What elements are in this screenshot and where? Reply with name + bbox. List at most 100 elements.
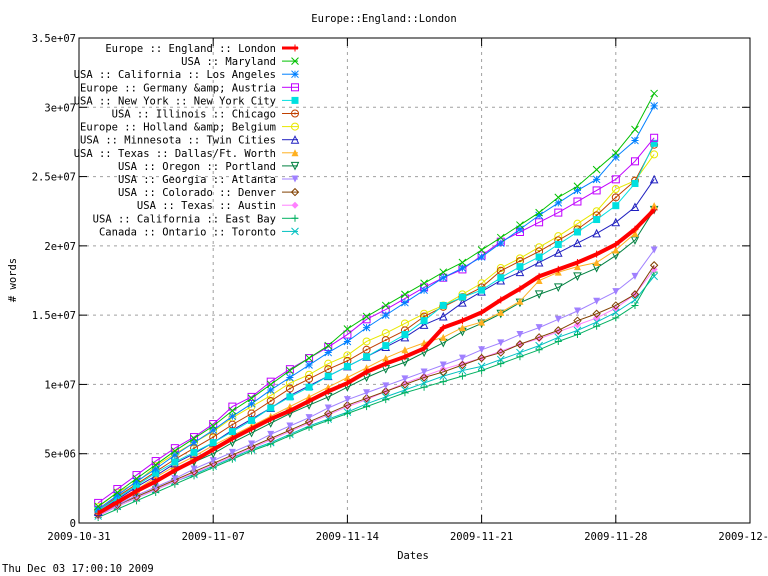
- chart-title: Europe::England::London: [311, 13, 456, 25]
- data-point-circle-dot-dot: [403, 329, 406, 332]
- data-point-triangle-down-filled: [286, 422, 294, 430]
- data-point-star: [439, 273, 448, 282]
- legend-label: USA :: Colorado :: Denver: [118, 187, 276, 199]
- data-point-triangle-down-filled: [593, 297, 601, 305]
- data-point-square-filled: [439, 301, 447, 309]
- data-point-diamond-open: [477, 353, 486, 363]
- legend-marker-dot: [294, 112, 296, 115]
- data-point-cross: [247, 394, 256, 403]
- data-point-circle-dot: [611, 193, 620, 202]
- data-point-plus: [554, 337, 562, 345]
- data-point-diamond-open: [132, 492, 141, 501]
- data-point-circle-open: [362, 337, 371, 346]
- data-point-square-filled: [228, 428, 236, 436]
- series-4: [94, 139, 658, 515]
- data-point-cross: [535, 341, 543, 350]
- data-point-diamond-open: [285, 425, 295, 435]
- data-point-triangle-down-open: [534, 290, 544, 299]
- data-point-diamond-open: [630, 290, 640, 299]
- data-point-triangle-down-filled: [439, 361, 447, 369]
- data-point-square-open: [630, 157, 639, 166]
- data-point-diamond-open: [362, 394, 371, 403]
- data-point-cross: [266, 380, 275, 389]
- data-point-plus: [382, 360, 390, 368]
- data-point-star: [650, 102, 658, 110]
- data-point-diamond-open: [611, 301, 621, 310]
- data-point-square-filled: [171, 458, 179, 466]
- data-point-plus: [573, 258, 581, 266]
- data-point-cross: [305, 354, 313, 362]
- data-point-cross: [496, 233, 505, 242]
- legend-marker: [290, 161, 300, 171]
- data-point-cross: [573, 182, 582, 191]
- data-point-cross: [420, 379, 428, 387]
- data-point-cross: [381, 301, 390, 310]
- data-point-triangle-down-filled: [382, 382, 390, 390]
- data-point-triangle-filled: [650, 202, 658, 210]
- data-point-circle-dot-dot: [212, 436, 215, 439]
- data-point-triangle-filled: [631, 229, 639, 237]
- data-point-plus: [286, 407, 294, 415]
- data-point-star: [286, 373, 294, 382]
- data-point-diamond-open: [419, 373, 429, 382]
- data-point-cross: [113, 488, 122, 497]
- data-point-plus: [478, 308, 486, 316]
- data-point-diamond-open: [400, 380, 410, 389]
- data-point-star: [113, 491, 122, 500]
- data-point-square-filled: [535, 253, 543, 261]
- data-point-cross: [592, 318, 601, 326]
- data-point-square-filled: [286, 393, 294, 401]
- legend-marker: [291, 96, 299, 104]
- data-point-triangle-down-filled: [554, 315, 562, 323]
- series-12: [94, 265, 658, 520]
- data-point-circle-dot-dot: [327, 368, 330, 371]
- data-point-plus: [382, 396, 390, 404]
- data-point-plus: [497, 360, 505, 368]
- data-point-triangle-open: [438, 311, 448, 321]
- data-point-diamond-open: [496, 348, 505, 357]
- legend-marker: [291, 122, 299, 131]
- data-point-cross: [458, 366, 467, 375]
- data-point-plus: [171, 466, 179, 474]
- data-point-cross: [516, 221, 524, 229]
- data-point-plus: [324, 387, 332, 395]
- data-point-triangle-down-filled: [228, 448, 236, 456]
- data-point-plus: [267, 415, 275, 423]
- data-point-triangle-down-open: [553, 283, 563, 293]
- data-point-cross: [401, 290, 409, 299]
- data-point-cross: [190, 434, 198, 443]
- data-point-plus: [363, 368, 371, 376]
- data-point-triangle-filled: [401, 346, 409, 354]
- timestamp: Thu Dec 03 17:00:10 2009: [2, 563, 154, 575]
- data-point-plus: [650, 206, 658, 214]
- data-point-star: [401, 298, 409, 307]
- data-point-star: [516, 225, 524, 234]
- data-point-square-open: [592, 186, 601, 195]
- data-point-circle-dot-dot: [269, 400, 272, 403]
- data-point-square-filled: [497, 274, 505, 282]
- data-point-circle-dot-dot: [614, 196, 617, 199]
- data-point-star: [228, 412, 237, 421]
- data-point-plus: [228, 434, 236, 442]
- data-point-triangle-down-filled: [190, 465, 198, 473]
- data-point-square-filled: [305, 383, 313, 391]
- data-point-triangle-open: [458, 298, 467, 307]
- data-point-circle-dot-dot: [346, 359, 349, 362]
- data-point-diamond-open: [151, 484, 160, 493]
- data-point-cross: [650, 272, 658, 281]
- data-point-triangle-open: [630, 202, 640, 212]
- data-point-plus: [133, 487, 141, 495]
- data-point-diamond-open: [592, 309, 601, 318]
- legend-label: USA :: Oregon :: Portland: [118, 161, 276, 173]
- data-point-star: [362, 323, 371, 332]
- data-point-circle-dot-dot: [557, 239, 560, 242]
- data-point-cross: [171, 447, 179, 455]
- data-point-circle-dot: [305, 374, 314, 383]
- data-point-triangle-down-filled: [324, 404, 332, 412]
- legend-label: Europe :: England :: London: [105, 43, 276, 55]
- data-point-square-open: [285, 365, 294, 374]
- data-point-plus: [401, 353, 409, 361]
- legend-label: USA :: Georgia :: Atlanta: [118, 174, 276, 186]
- data-point-plus: [420, 383, 428, 391]
- data-point-plus: [248, 425, 256, 433]
